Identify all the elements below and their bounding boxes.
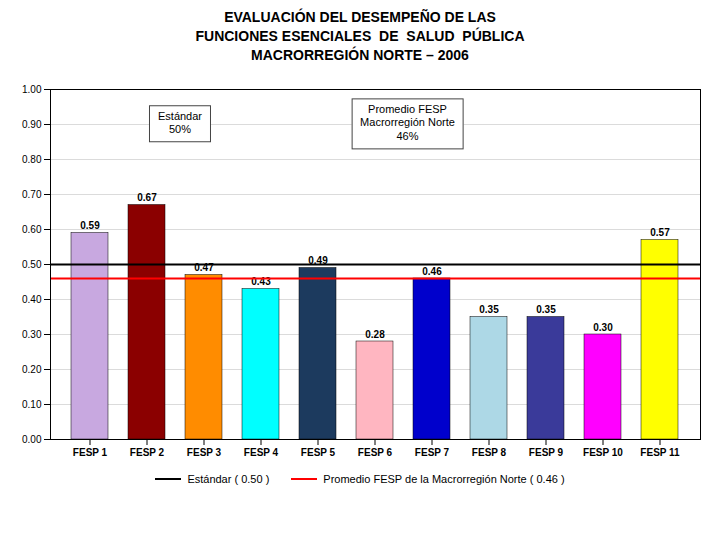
svg-text:FESP 6: FESP 6 (358, 446, 393, 457)
svg-text:0.49: 0.49 (308, 254, 328, 266)
svg-text:FESP 10: FESP 10 (583, 446, 623, 457)
svg-text:FESP 3: FESP 3 (187, 446, 222, 457)
svg-text:0.60: 0.60 (22, 223, 42, 234)
svg-text:0.28: 0.28 (365, 328, 385, 339)
svg-text:0.67: 0.67 (137, 192, 157, 203)
svg-text:FESP 2: FESP 2 (130, 446, 165, 457)
svg-text:0.47: 0.47 (194, 261, 214, 273)
svg-text:0.35: 0.35 (536, 304, 556, 315)
svg-text:0.46: 0.46 (422, 265, 442, 276)
svg-text:FESP 9: FESP 9 (529, 446, 564, 457)
svg-text:0.00: 0.00 (22, 433, 42, 444)
svg-text:FESP 11: FESP 11 (640, 446, 680, 457)
svg-text:0.50: 0.50 (22, 258, 42, 269)
svg-text:0.57: 0.57 (650, 227, 670, 238)
html-text:Promedio FESP Macrorregión Nor: Promedio FESP Macrorregión Norte 46% (360, 103, 455, 143)
html-text:EVALUACIÓN DEL DESEMPEÑO DE LA: EVALUACIÓN DEL DESEMPEÑO DE LAS FUNCIONE… (195, 9, 525, 63)
svg-text:0.30: 0.30 (593, 321, 613, 332)
svg-text:FESP 1: FESP 1 (73, 446, 108, 457)
svg-text:FESP 4: FESP 4 (244, 446, 279, 457)
svg-text:0.20: 0.20 (22, 363, 42, 374)
html-text:Promedio FESP de la Macrorregi: Promedio FESP de la Macrorregión Norte (… (323, 472, 565, 485)
html-text:Estándar ( 0.50 ): Estándar ( 0.50 ) (187, 472, 270, 485)
svg-text:0.90: 0.90 (22, 118, 42, 129)
svg-text:FESP 8: FESP 8 (472, 446, 507, 457)
svg-text:1.00: 1.00 (22, 83, 42, 94)
svg-text:0.40: 0.40 (22, 293, 42, 304)
svg-text:0.30: 0.30 (22, 328, 42, 339)
svg-text:0.43: 0.43 (251, 275, 271, 287)
svg-text:0.70: 0.70 (22, 188, 42, 199)
svg-text:0.59: 0.59 (80, 220, 100, 231)
svg-text:0.80: 0.80 (22, 153, 42, 164)
svg-text:FESP 5: FESP 5 (301, 446, 336, 457)
html-text:Estándar 50%: Estándar 50% (158, 109, 202, 136)
svg-text:FESP 7: FESP 7 (415, 446, 450, 457)
svg-text:0.10: 0.10 (22, 398, 42, 409)
svg-text:0.35: 0.35 (479, 304, 499, 315)
